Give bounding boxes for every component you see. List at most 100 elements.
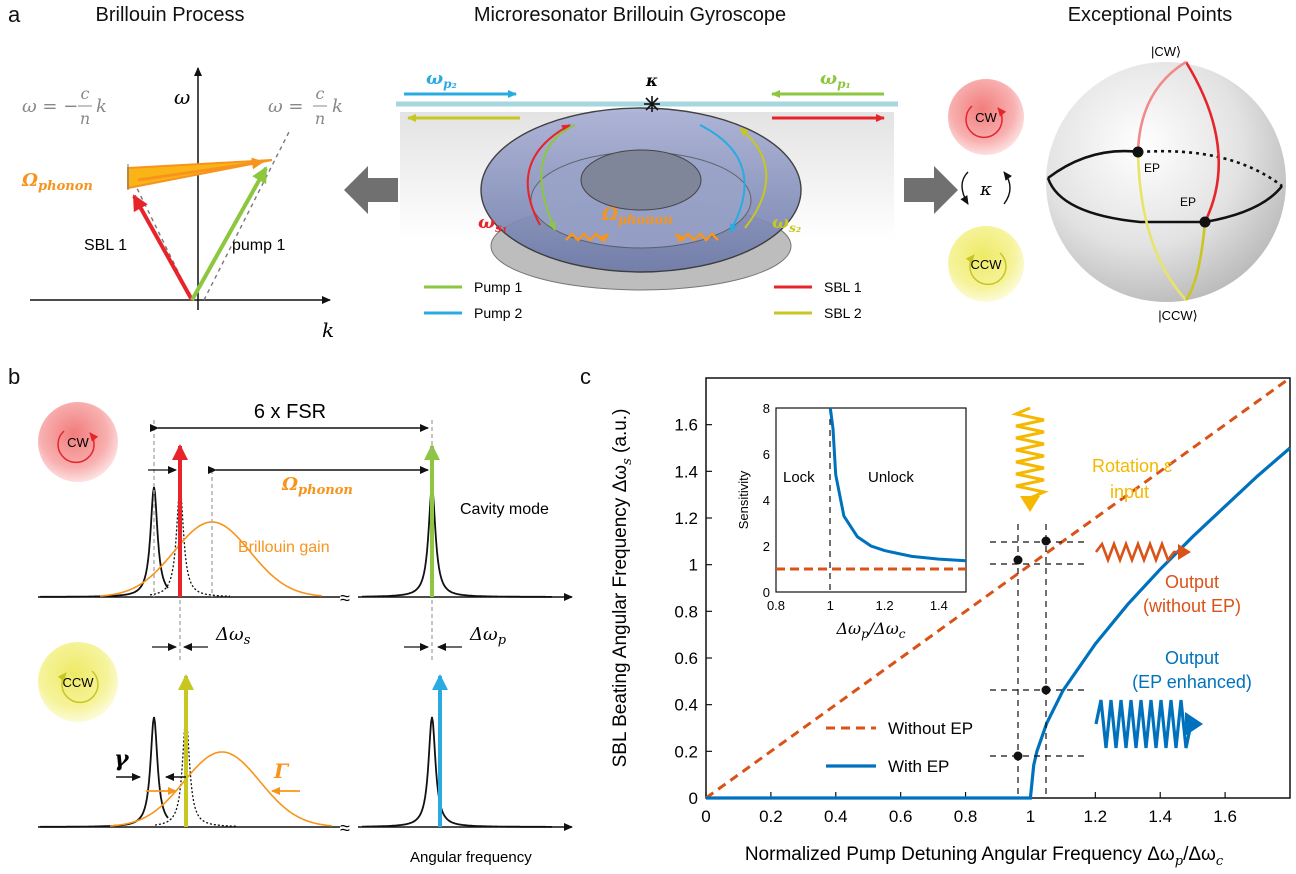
inset-y-label: Sensitivity: [736, 470, 751, 529]
right-big-arrow: [904, 166, 958, 214]
sbl2-circulation: [739, 127, 768, 229]
cw-rotation-icon: [965, 105, 1007, 139]
cavity-mode-label: Cavity mode: [460, 501, 549, 518]
ccw-rotation-icon: [965, 252, 1007, 286]
svg-text:k: k: [332, 96, 343, 117]
ep-label-2: EP: [1180, 195, 1196, 209]
pump1-freq-label: ωp₁: [820, 68, 851, 91]
ep-point-1: [1132, 146, 1144, 158]
omega-axis-label: ω: [174, 85, 190, 109]
panel-b-cw-circle: [38, 402, 118, 482]
legend-pump2: Pump 2: [474, 305, 522, 321]
y-tick-label: 0.6: [674, 649, 698, 668]
y-tick-label: 1.4: [674, 462, 698, 481]
y-tick-label: 1: [689, 556, 698, 575]
guide-lines: [990, 524, 1088, 798]
svg-text:ω = −: ω = −: [22, 96, 78, 117]
legend-pump1: Pump 1: [474, 279, 522, 295]
ep-kappa-label: κ: [979, 179, 992, 200]
ket-ccw-label: |CCW⟩: [1158, 308, 1198, 323]
cw-cavity-mode-1: [39, 486, 169, 598]
svg-text:k: k: [96, 96, 107, 117]
inset-x-label: Δωp/Δωc: [835, 619, 905, 641]
coupling-arrow-left: [960, 171, 969, 205]
output-noep-label-2: (without EP): [1143, 596, 1241, 616]
panel-a-label: a: [8, 2, 21, 27]
brillouin-gain-label: Brillouin gain: [238, 539, 330, 556]
svg-text:n: n: [315, 109, 325, 128]
svg-text:c: c: [81, 84, 90, 103]
ccw-shifted-mode: [154, 716, 236, 827]
y-tick-label: 0.4: [674, 696, 698, 715]
x-tick-label: 0.6: [889, 807, 913, 826]
output-ep-label-2: (EP enhanced): [1132, 672, 1252, 692]
cw-shifted-mode: [149, 486, 230, 597]
cw-brillouin-gain: [99, 521, 323, 597]
legend-with-ep: With EP: [888, 757, 949, 776]
resonator-diagram: ωp₂ ωp₁ κ ωs₁ ωs₂ Ωphonon Pump 1 Pump 2 …: [396, 68, 898, 321]
phonon-wave-left: [565, 232, 609, 243]
ep-label-1: EP: [1144, 161, 1160, 175]
output-ep-label-1: Output: [1165, 648, 1219, 668]
legend-without-ep: Without EP: [888, 719, 973, 738]
equator-front: [1046, 177, 1284, 224]
phonon-label: Ωphonon: [21, 170, 93, 194]
inset-y-tick-label: 2: [763, 539, 770, 554]
ep-point-low: [1013, 751, 1023, 761]
x-tick-label: 0.8: [954, 807, 978, 826]
light-line-right: [203, 129, 291, 301]
legend-sbl1: SBL 1: [824, 279, 862, 295]
inset-y-tick-label: 0: [763, 585, 770, 600]
Gamma-label: Γ: [273, 759, 290, 783]
svg-text:c: c: [316, 84, 325, 103]
panel-b-cw-rotation-icon: [57, 430, 99, 464]
spectrum-diagram: CW CCW ≈ 6 x FSR Ωphonon Brillouin gain …: [38, 401, 573, 866]
inset-y-tick-label: 4: [763, 493, 770, 508]
sbl1-vector: [132, 194, 194, 301]
inset-y-tick-label: 6: [763, 447, 770, 462]
panel-c-label: c: [580, 364, 591, 389]
panel-b-ccw-label: CCW: [62, 675, 94, 690]
legend-sbl2: SBL 2: [824, 305, 862, 321]
inset-x-tick-label: 0.8: [767, 598, 785, 613]
pump1-label: pump 1: [232, 237, 285, 254]
y-ticks: 0 0.2 0.4 0.6 0.8 1 1.2 1.4 1.6: [674, 416, 712, 808]
pump1-vector: [190, 166, 268, 301]
gyroscope-title: Microresonator Brillouin Gyroscope: [473, 4, 787, 26]
svg-text:n: n: [80, 109, 90, 128]
y-tick-label: 0.8: [674, 602, 698, 621]
equator-front-left: [1047, 149, 1141, 180]
svg-text:ω =: ω =: [268, 96, 303, 117]
brillouin-process-title: Brillouin Process: [95, 4, 245, 26]
sbl1-label: SBL 1: [84, 237, 127, 254]
rotation-input-wave: [1011, 406, 1049, 512]
panel-b-ccw-rotation-icon: [57, 670, 99, 704]
inset-x-tick-label: 1: [827, 598, 834, 613]
resonator-core: [580, 149, 702, 211]
sbl1-circulation: [526, 124, 571, 226]
output-noep-wave: [1094, 540, 1191, 564]
panel-b-label: b: [8, 364, 21, 389]
x-ticks: 0 0.2 0.4 0.6 0.8 1 1.2 1.4 1.6: [701, 792, 1237, 826]
ep-diagram: CW CCW κ EP EP |CW⟩ |CCW⟩: [948, 44, 1286, 323]
coupling-arrow-right: [1003, 171, 1012, 205]
inset-frame: [775, 407, 967, 593]
light-line-left-eq: ω = − c n k: [22, 84, 107, 128]
dispersion-diagram: ω k ω = − c n k ω = c n k Ωphonon SBL 1 …: [21, 67, 343, 342]
y-tick-label: 0.2: [674, 742, 698, 761]
meridian-red-front: [1184, 61, 1220, 223]
k-axis-label: k: [322, 318, 334, 342]
dws-label: Δωs: [215, 624, 251, 648]
chart-y-label: SBL Beating Angular Frequency Δωs (a.u.): [610, 409, 635, 768]
pump1-circulation: [540, 124, 576, 231]
light-line-right-eq: ω = c n k: [268, 84, 343, 128]
coupling-star: [644, 96, 660, 112]
resonator-phonon-label: Ωphonon: [601, 204, 673, 228]
fsr-label: 6 x FSR: [254, 401, 326, 423]
x-tick-label: 1.6: [1213, 807, 1237, 826]
sbl1-freq-label: ωs₁: [478, 212, 507, 235]
cw-label: CW: [975, 110, 997, 125]
ccw-mode-circle: [948, 226, 1024, 302]
inset-y-tick-label: 8: [763, 401, 770, 416]
y-tick-label: 1.2: [674, 509, 698, 528]
